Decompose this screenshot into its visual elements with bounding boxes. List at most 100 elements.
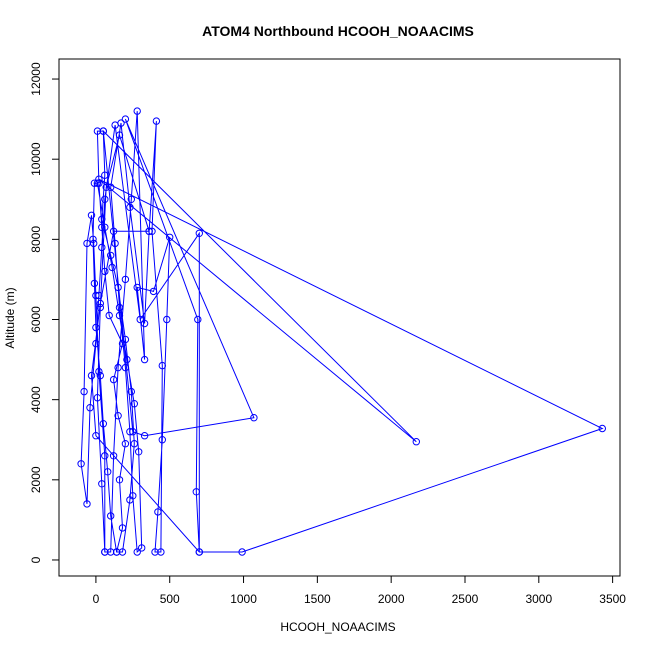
data-point	[135, 448, 143, 456]
data-point	[158, 436, 167, 444]
series-layer	[77, 107, 606, 556]
data-point	[121, 115, 130, 123]
y-tick-label: 10000	[29, 142, 43, 176]
data-point	[101, 452, 109, 460]
data-point	[133, 548, 141, 556]
data-point	[101, 267, 109, 276]
data-point	[133, 107, 141, 115]
data-point	[101, 223, 109, 232]
data-point	[195, 229, 204, 238]
data-point	[98, 215, 106, 224]
data-point	[130, 440, 139, 448]
data-point	[412, 438, 420, 446]
data-point	[90, 279, 99, 288]
data-point	[83, 500, 91, 508]
data-point	[89, 235, 97, 244]
data-point	[101, 171, 109, 179]
data-point	[126, 428, 134, 436]
data-point	[121, 335, 130, 344]
data-point	[109, 452, 118, 460]
data-point	[115, 303, 124, 312]
data-point	[111, 121, 119, 129]
y-tick-label: 6000	[29, 306, 43, 333]
data-point	[115, 131, 124, 139]
data-point	[95, 367, 103, 376]
x-tick-label: 2000	[378, 592, 405, 606]
data-point	[92, 339, 100, 348]
x-tick-label: 1500	[304, 592, 331, 606]
data-point	[98, 223, 106, 232]
data-point	[93, 394, 102, 402]
data-point	[107, 183, 115, 191]
data-point	[99, 420, 108, 428]
data-point	[92, 323, 100, 332]
data-point	[98, 480, 106, 488]
data-point	[107, 251, 115, 260]
data-point	[121, 440, 130, 448]
data-point	[98, 243, 106, 252]
data-point	[136, 315, 144, 324]
data-point	[111, 239, 119, 248]
y-axis-label: Altitude (m)	[3, 287, 17, 348]
data-point	[95, 291, 103, 300]
data-point	[145, 227, 153, 236]
data-point	[195, 548, 204, 556]
data-point	[127, 387, 136, 396]
y-tick-label: 2000	[29, 466, 43, 493]
data-point	[99, 127, 108, 135]
chart-title: ATOM4 Northbound HCOOH_NOAACIMS	[202, 23, 474, 39]
data-point	[157, 548, 165, 556]
data-point	[250, 414, 258, 422]
data-point	[118, 524, 127, 532]
data-point	[95, 175, 103, 183]
data-point	[87, 371, 96, 380]
data-point	[107, 512, 115, 520]
data-point	[140, 319, 149, 328]
data-point	[105, 311, 113, 320]
data-point	[140, 355, 149, 364]
data-point	[114, 363, 122, 372]
x-axis: 0 500 1000 1500 2000 2500 3000 3500	[93, 575, 626, 606]
data-point	[166, 233, 174, 242]
data-point	[114, 412, 122, 420]
series-line	[80, 111, 604, 554]
x-tick-label: 1000	[230, 592, 257, 606]
data-point	[129, 428, 137, 436]
data-point	[121, 275, 130, 284]
data-point	[163, 315, 171, 324]
data-point	[77, 460, 85, 468]
data-point	[104, 468, 112, 476]
data-point	[96, 303, 105, 312]
data-point	[93, 127, 102, 135]
data-point	[238, 548, 246, 556]
data-point	[80, 387, 88, 396]
data-point	[107, 548, 115, 556]
data-point	[133, 283, 141, 292]
data-point	[102, 183, 110, 191]
data-point	[86, 404, 94, 412]
data-point	[127, 195, 136, 204]
data-point	[152, 117, 161, 125]
data-point	[114, 283, 122, 292]
y-tick-label: 8000	[29, 226, 43, 253]
data-point	[121, 363, 130, 372]
data-point	[87, 211, 96, 220]
data-point	[101, 195, 109, 204]
data-point	[158, 361, 167, 370]
data-point	[598, 424, 606, 433]
y-tick-label: 4000	[29, 386, 43, 413]
data-point	[92, 291, 100, 300]
data-point	[115, 476, 124, 484]
data-point	[115, 311, 124, 320]
data-point	[90, 179, 99, 187]
x-axis-label: HCOOH_NOAACIMS	[280, 620, 395, 634]
data-point	[93, 179, 102, 187]
x-tick-label: 0	[93, 592, 100, 606]
data-point	[126, 203, 134, 212]
data-point	[83, 239, 91, 248]
data-point	[96, 299, 105, 308]
data-point	[138, 544, 146, 552]
data-point	[140, 432, 149, 440]
data-point	[108, 263, 116, 272]
